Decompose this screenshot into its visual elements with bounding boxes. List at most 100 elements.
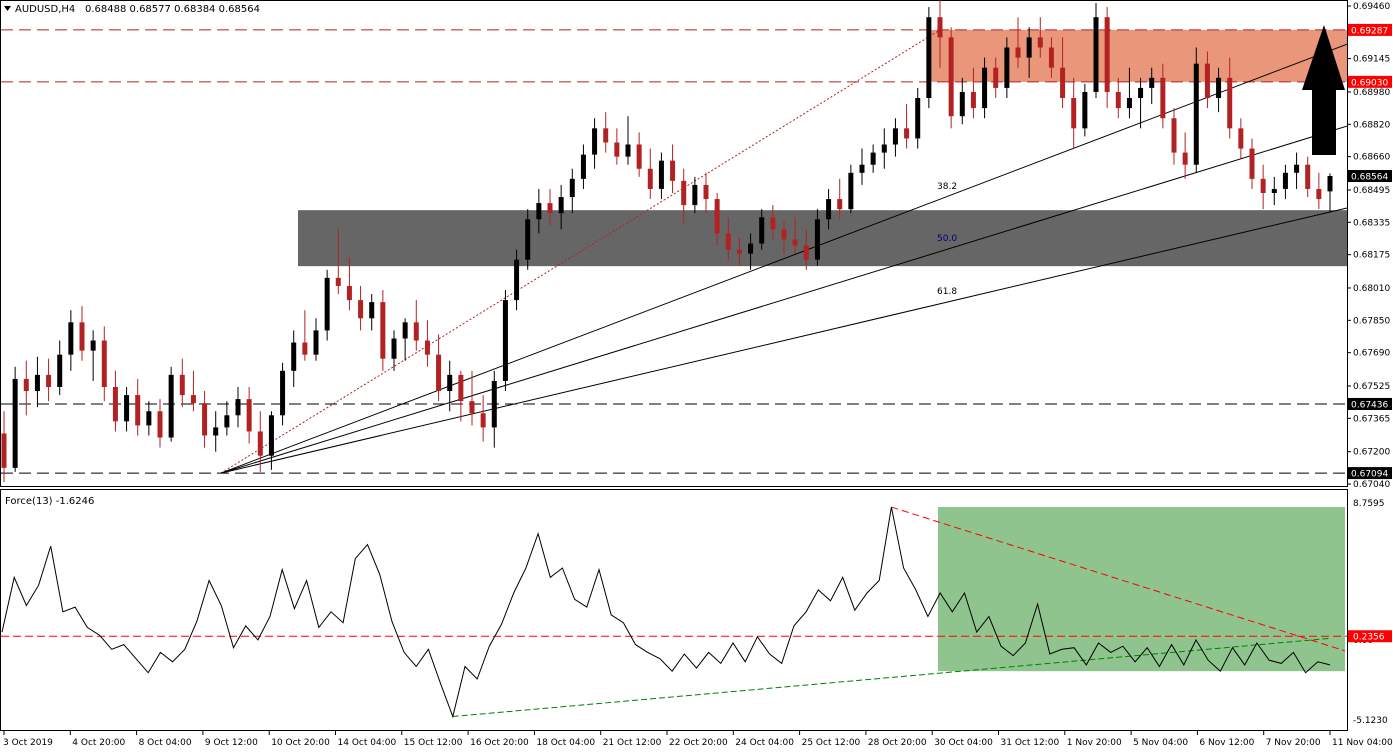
candle-body bbox=[1026, 37, 1032, 58]
candle bbox=[402, 318, 408, 361]
candle-body bbox=[725, 233, 731, 250]
price-tag-label: 0.67436 bbox=[1351, 400, 1388, 410]
candle-body bbox=[1282, 172, 1288, 189]
candle bbox=[1015, 17, 1021, 68]
candle bbox=[391, 330, 397, 371]
price-tag-label: 0.68564 bbox=[1351, 173, 1388, 183]
candle-body bbox=[770, 217, 776, 230]
candle bbox=[491, 370, 497, 448]
candle-body bbox=[168, 374, 174, 438]
candle bbox=[1026, 27, 1032, 78]
candle-body bbox=[670, 160, 676, 181]
fib-label-62: 61.8 bbox=[937, 287, 957, 297]
candle bbox=[346, 257, 352, 311]
candle bbox=[79, 306, 85, 361]
candle-body bbox=[146, 411, 152, 426]
candle-body bbox=[313, 330, 319, 355]
candle bbox=[725, 217, 731, 260]
time-tick-label: 5 Nov 04:00 bbox=[1133, 738, 1188, 748]
price-tag-label: 0.69287 bbox=[1351, 26, 1388, 36]
force-level-tag bbox=[1348, 630, 1392, 643]
candle-body bbox=[781, 229, 787, 240]
candle-body bbox=[1, 433, 7, 468]
candle-body bbox=[814, 219, 820, 260]
candle-body bbox=[1093, 17, 1099, 92]
candle-body bbox=[246, 399, 252, 432]
fib-label-50: 50.0 bbox=[937, 234, 957, 244]
candle bbox=[235, 387, 241, 428]
candle-body bbox=[46, 374, 52, 387]
candle bbox=[1138, 77, 1144, 129]
price-tags: 0.69287 0.69030 0.68564 0.67436 0.67094 bbox=[1348, 23, 1392, 480]
price-panel: 38.2 50.0 61.8 AUDUSD,H4 0.68488 0.68577… bbox=[0, 0, 1348, 487]
candle bbox=[280, 362, 286, 426]
fan-line-1 bbox=[220, 125, 1348, 474]
dropdown-triangle-icon[interactable] bbox=[4, 6, 11, 11]
fan-line-2 bbox=[220, 207, 1348, 474]
candle-body bbox=[547, 203, 553, 214]
candle bbox=[1160, 63, 1166, 129]
price-tick-label: 0.68010 bbox=[1353, 284, 1390, 294]
candle bbox=[692, 176, 698, 214]
candle-body bbox=[1171, 118, 1177, 153]
ohlc-label: 0.68488 0.68577 0.68384 0.68564 bbox=[85, 4, 260, 15]
time-tick-label: 3 Oct 2019 bbox=[3, 738, 53, 748]
candle bbox=[424, 320, 430, 367]
candle bbox=[759, 209, 765, 250]
candle-body bbox=[302, 342, 308, 355]
force-label: Force(13) -1.6246 bbox=[5, 496, 94, 507]
candle bbox=[714, 193, 720, 246]
candle-body bbox=[993, 67, 999, 88]
candle bbox=[681, 168, 687, 224]
time-tick-label: 1 Nov 20:00 bbox=[1067, 738, 1122, 748]
price-tag-box bbox=[1348, 467, 1392, 480]
candle-body bbox=[982, 67, 988, 109]
candle bbox=[157, 399, 163, 448]
candle bbox=[268, 411, 274, 470]
candle bbox=[1316, 172, 1322, 210]
candle bbox=[970, 67, 976, 119]
candle-body bbox=[424, 340, 430, 355]
time-tick-label: 14 Oct 04:00 bbox=[338, 738, 397, 748]
candle bbox=[112, 370, 118, 432]
candle bbox=[848, 164, 854, 214]
candle-body bbox=[224, 415, 230, 428]
candle bbox=[647, 148, 653, 200]
candles bbox=[1, 0, 1333, 482]
candle-body bbox=[569, 178, 575, 198]
candle-body bbox=[848, 172, 854, 210]
time-tick-label: 9 Oct 12:00 bbox=[205, 738, 258, 748]
candle bbox=[213, 411, 219, 452]
candle bbox=[1182, 132, 1188, 179]
candle-body bbox=[324, 277, 330, 331]
candle bbox=[569, 168, 575, 214]
candle bbox=[313, 318, 319, 361]
candle-body bbox=[458, 374, 464, 402]
candle-body bbox=[402, 322, 408, 339]
candle-body bbox=[892, 128, 898, 145]
candle bbox=[68, 310, 74, 371]
time-tick-label: 22 Oct 20:00 bbox=[669, 738, 728, 748]
candle-body bbox=[759, 217, 765, 244]
candle bbox=[514, 249, 520, 311]
price-tag-label: 0.67094 bbox=[1351, 470, 1388, 480]
price-tag-box bbox=[1348, 170, 1392, 183]
price-tick-label: 0.67200 bbox=[1353, 448, 1390, 458]
candle-body bbox=[1082, 91, 1088, 129]
candle-body bbox=[213, 427, 219, 436]
candle-body bbox=[1204, 63, 1210, 99]
candle-body bbox=[1249, 148, 1255, 179]
fibonacci-fan bbox=[220, 29, 1348, 474]
candle-body bbox=[57, 354, 63, 387]
candle bbox=[224, 401, 230, 436]
candle bbox=[592, 118, 598, 169]
candle bbox=[580, 144, 586, 189]
candle-body bbox=[1138, 87, 1144, 99]
price-tick-label: 0.68980 bbox=[1353, 88, 1390, 98]
candle bbox=[436, 334, 442, 402]
candle-body bbox=[135, 395, 141, 426]
candle bbox=[625, 116, 631, 165]
candle bbox=[168, 366, 174, 442]
candle bbox=[291, 330, 297, 387]
